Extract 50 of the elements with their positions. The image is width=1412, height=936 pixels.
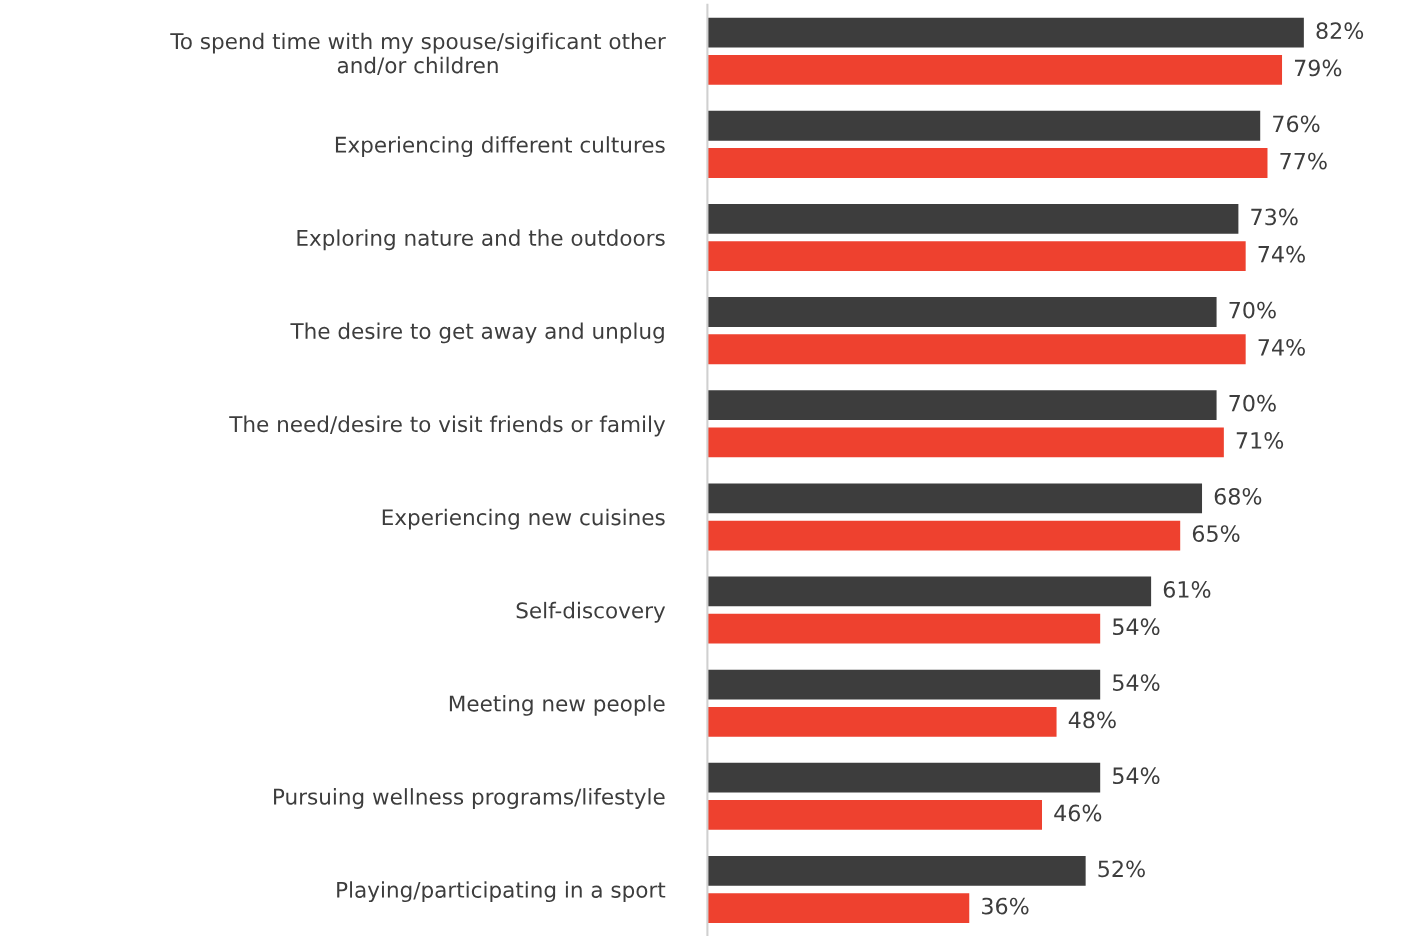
bar xyxy=(707,855,1086,886)
data-label: 71% xyxy=(1236,432,1284,449)
bar xyxy=(707,483,1203,514)
data-label: 82% xyxy=(1316,22,1364,40)
data-label: 52% xyxy=(1098,860,1145,878)
data-label: 73% xyxy=(1251,208,1298,226)
bar xyxy=(707,297,1217,327)
data-label: 48% xyxy=(1068,711,1116,729)
bar xyxy=(707,54,1283,85)
bar xyxy=(707,203,1239,234)
y-tick-label: Pursuing wellness programs/lifestyle xyxy=(274,788,665,809)
bar xyxy=(707,17,1304,48)
data-label: 79% xyxy=(1294,59,1342,77)
y-tick-label: The desire to get away and unplug xyxy=(290,322,664,344)
data-label: 76% xyxy=(1273,115,1320,133)
data-label: 36% xyxy=(982,897,1029,915)
bar xyxy=(707,390,1217,421)
data-label: 70% xyxy=(1229,301,1276,319)
y-tick-label: The need/desire to visit friends or family xyxy=(229,415,666,437)
data-label: 65% xyxy=(1192,525,1240,542)
y-tick-label: Playing/participating in a sport xyxy=(337,881,666,903)
data-label: 70% xyxy=(1229,394,1276,412)
data-label: 54% xyxy=(1113,618,1160,636)
bar xyxy=(707,893,970,923)
bar xyxy=(707,613,1101,644)
bar xyxy=(707,334,1246,365)
data-label: 77% xyxy=(1280,152,1327,170)
data-label: 54% xyxy=(1113,767,1160,785)
y-tick-label: To spend time with my spouse/sigificant other and/or children xyxy=(170,32,666,76)
y-tick-label: Meeting new people xyxy=(449,694,665,716)
data-label: 74% xyxy=(1258,338,1305,356)
data-label: 74% xyxy=(1258,245,1305,263)
bar xyxy=(707,110,1261,141)
data-label: 61% xyxy=(1163,581,1211,598)
bar xyxy=(707,669,1101,700)
bar xyxy=(707,520,1181,551)
data-label: 46% xyxy=(1054,804,1102,822)
data-label: 68% xyxy=(1214,487,1262,505)
bar xyxy=(707,241,1246,272)
y-tick-label: Experiencing new cuisines xyxy=(382,508,665,530)
bar xyxy=(707,148,1268,178)
bar xyxy=(707,762,1101,793)
bar xyxy=(707,576,1152,607)
bar xyxy=(707,800,1042,830)
data-label: 54% xyxy=(1113,674,1160,691)
y-tick-label: Experiencing different cultures xyxy=(335,136,665,158)
y-tick-label: Exploring nature and the outdoors xyxy=(297,229,665,251)
y-tick-label: Self-discovery xyxy=(516,601,666,623)
bar xyxy=(707,706,1057,737)
bar xyxy=(707,427,1224,458)
